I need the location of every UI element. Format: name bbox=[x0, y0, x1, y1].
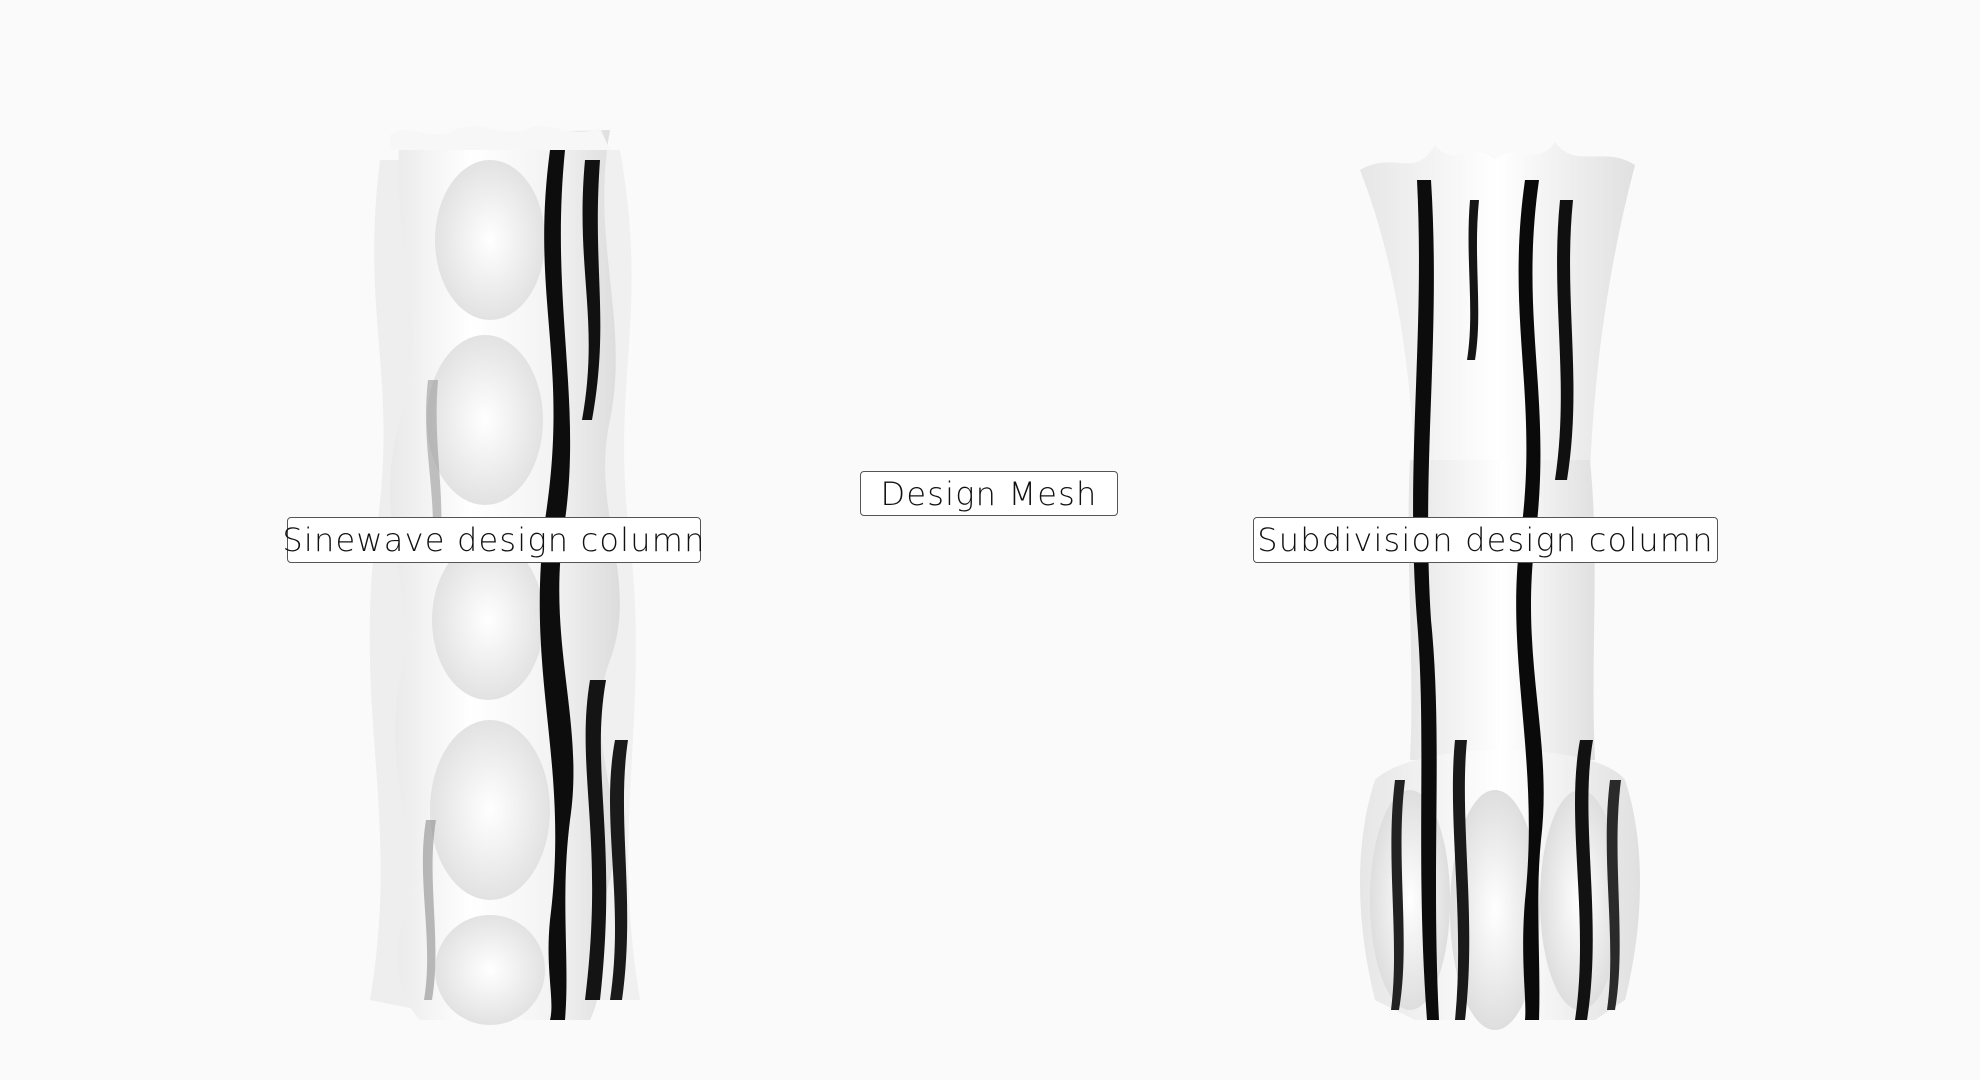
subdivision-column-label: Subdivision design column bbox=[1253, 517, 1718, 563]
sinewave-column-label: Sinewave design column bbox=[282, 517, 704, 563]
design-mesh-label-text: Design Mesh bbox=[880, 474, 1098, 513]
sinewave-column-label-text: Sinewave design column bbox=[282, 521, 706, 559]
sinewave-column-render bbox=[369, 126, 640, 1025]
subdivision-column-render bbox=[1360, 142, 1640, 1030]
subdivision-column-label-text: Subdivision design column bbox=[1257, 521, 1714, 559]
design-mesh-label: Design Mesh bbox=[860, 471, 1118, 516]
